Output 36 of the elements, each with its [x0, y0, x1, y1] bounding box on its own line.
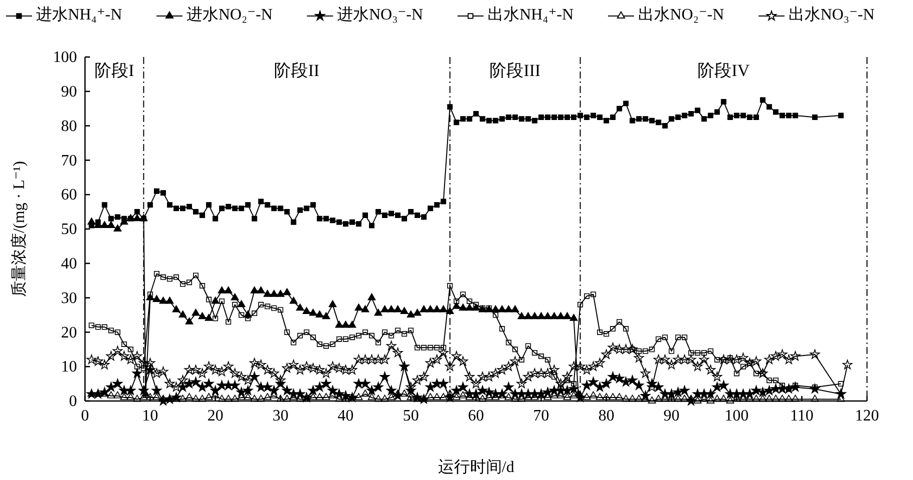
legend-label: 进水NO₃⁻-N	[337, 6, 424, 24]
y-tick-label: 80	[61, 118, 77, 135]
y-tick-label: 60	[61, 186, 77, 204]
x-axis-title: 运行时间/d	[438, 458, 514, 476]
x-tick-label: 20	[207, 407, 224, 424]
legend-label: 进水NH₄⁺-N	[36, 6, 122, 24]
y-tick-label: 90	[61, 84, 77, 101]
x-tick-label: 100	[724, 407, 749, 424]
y-tick-label: 40	[61, 256, 77, 273]
x-tick-label: 90	[664, 407, 680, 424]
annotation: 阶段III	[490, 60, 541, 80]
x-tick-label: 40	[338, 407, 354, 424]
x-tick-label: 10	[142, 407, 158, 424]
legend-label: 进水NO₂⁻-N	[186, 6, 273, 24]
y-tick-label: 30	[61, 290, 77, 307]
x-tick-label: 30	[272, 407, 288, 424]
annotation: 阶段I	[94, 60, 134, 80]
legend-label: 出水NO₃⁻-N	[788, 6, 875, 24]
y-tick-label: 20	[61, 324, 77, 342]
y-tick-label: 10	[61, 358, 77, 376]
x-tick-label: 0	[81, 407, 89, 424]
y-tick-label: 50	[61, 221, 77, 238]
x-tick-label: 110	[790, 407, 814, 424]
legend-label: 出水NO₂⁻-N	[638, 6, 724, 24]
x-tick-label: 60	[468, 407, 484, 424]
annotation: 阶段IV	[698, 60, 750, 80]
x-tick-label: 120	[855, 407, 879, 424]
y-tick-label: 0	[69, 393, 77, 410]
x-tick-label: 80	[598, 407, 614, 424]
y-tick-label: 70	[61, 152, 77, 170]
x-tick-label: 50	[402, 407, 419, 424]
y-tick-label: 100	[53, 49, 77, 66]
x-tick-label: 70	[533, 407, 550, 424]
annotation: 阶段II	[274, 60, 320, 80]
y-axis-title: 质量浓度/(mg · L⁻¹)	[10, 161, 28, 297]
legend-label: 出水NH₄⁺-N	[488, 6, 574, 24]
